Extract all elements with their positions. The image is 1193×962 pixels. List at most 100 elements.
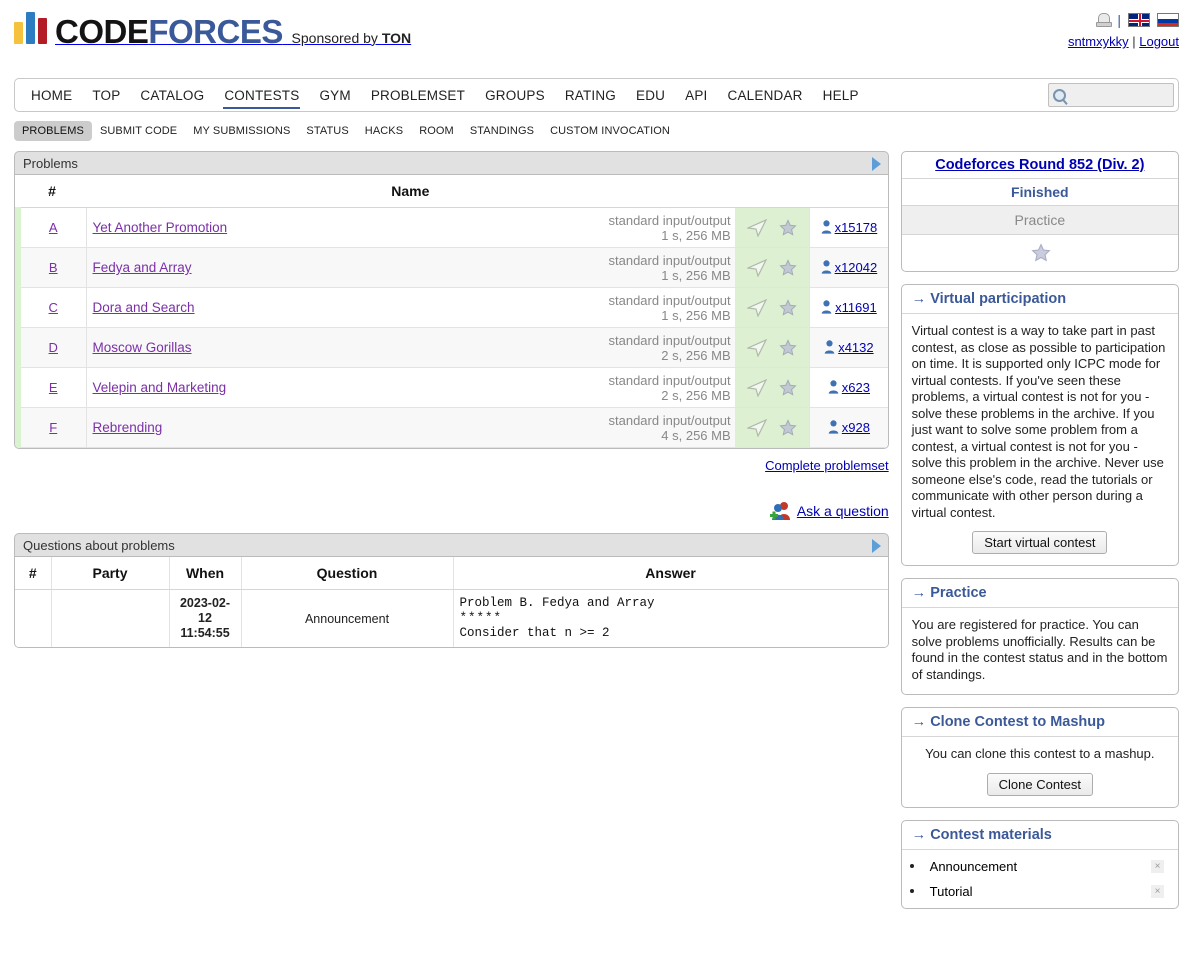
logout-link[interactable]: Logout (1139, 34, 1179, 49)
nav-item-problemset[interactable]: PROBLEMSET (370, 87, 466, 103)
problem-letter-b[interactable]: B (48, 260, 58, 275)
solved-count-a[interactable]: x15178 (834, 220, 878, 235)
virtual-participation-title: Virtual participation (930, 291, 1067, 307)
nav-item-edu[interactable]: EDU (636, 87, 666, 103)
favorite-star-icon[interactable] (779, 298, 797, 317)
problem-letter-a[interactable]: A (48, 220, 58, 235)
start-virtual-contest-button[interactable]: Start virtual contest (972, 531, 1108, 554)
header-when: When (169, 557, 242, 590)
complete-problemset-link[interactable]: Complete problemset (765, 458, 889, 473)
submit-plane-icon[interactable] (745, 298, 768, 318)
solved-count-b[interactable]: x12042 (834, 260, 878, 275)
problem-name-f[interactable]: Rebrending (92, 420, 163, 435)
tab-hacks[interactable]: HACKS (364, 125, 404, 137)
submit-plane-icon[interactable] (745, 258, 768, 278)
main-navigation: HOME TOP CATALOG CONTESTS GYM PROBLEMSET… (14, 78, 1179, 112)
nav-item-contests[interactable]: CONTESTS (214, 79, 309, 112)
problems-table-wrap: # Name A Yet Another Promotion standard … (14, 175, 889, 449)
codeforces-logo[interactable]: CODEFORCES Sponsored by TON (14, 10, 411, 48)
contest-materials-list: Announcement × Tutorial × (902, 850, 1178, 908)
tab-custom-invocation[interactable]: CUSTOM INVOCATION (550, 125, 670, 137)
material-link-tutorial[interactable]: Tutorial (929, 883, 973, 899)
solved-count-c[interactable]: x11691 (835, 300, 877, 315)
problem-letter-d[interactable]: D (48, 340, 58, 355)
russia-flag-icon[interactable] (1157, 13, 1179, 27)
problem-letter-e[interactable]: E (48, 380, 58, 395)
nav-item-calendar[interactable]: CALENDAR (727, 87, 803, 103)
ask-question-link[interactable]: Ask a question (796, 503, 889, 519)
logo-text-forces: FORCES (148, 13, 283, 50)
remove-material-icon[interactable]: × (1151, 859, 1164, 873)
favorite-star-icon[interactable] (779, 378, 797, 397)
problem-letter-f[interactable]: F (49, 420, 58, 435)
problem-limits-b: 1 s, 256 MB (661, 267, 731, 283)
header-icons-blank (734, 175, 810, 208)
practice-text: You are registered for practice. You can… (911, 617, 1168, 682)
contest-favorite-star-icon[interactable] (1031, 243, 1051, 262)
solved-count-d[interactable]: x4132 (838, 340, 874, 355)
problem-limits-f: 4 s, 256 MB (661, 427, 731, 443)
list-item: Announcement × (902, 854, 1178, 879)
problem-letter-c[interactable]: C (48, 300, 58, 315)
solvers-person-icon (821, 260, 832, 274)
favorite-star-icon[interactable] (779, 418, 797, 437)
submit-plane-icon[interactable] (745, 338, 768, 358)
ask-question-row: Ask a question (14, 473, 889, 533)
nav-item-catalog[interactable]: CATALOG (140, 87, 205, 103)
problem-name-c[interactable]: Dora and Search (92, 300, 195, 315)
submit-plane-icon[interactable] (745, 378, 768, 398)
questions-caption: Questions about problems (14, 533, 889, 557)
uk-flag-icon[interactable] (1128, 13, 1150, 27)
practice-header: → Practice (901, 579, 1178, 608)
contest-participation-mode: Practice (901, 206, 1178, 235)
search-input[interactable] (1070, 87, 1170, 103)
remove-material-icon[interactable]: × (1151, 884, 1164, 898)
practice-box: → Practice You are registered for practi… (900, 578, 1179, 695)
problem-name-d[interactable]: Moscow Gorillas (92, 340, 192, 355)
collapse-arrow-icon[interactable] (871, 157, 881, 171)
collapse-arrow-icon[interactable] (871, 539, 881, 553)
problem-name-a[interactable]: Yet Another Promotion (92, 220, 228, 235)
tab-my-submissions[interactable]: MY SUBMISSIONS (193, 125, 291, 137)
favorite-star-icon[interactable] (779, 338, 797, 357)
tab-status[interactable]: STATUS (306, 125, 349, 137)
solvers-person-icon (821, 220, 832, 234)
tab-room[interactable]: ROOM (419, 125, 454, 137)
links-separator: | (1128, 34, 1140, 49)
clone-contest-button[interactable]: Clone Contest (986, 772, 1094, 796)
questions-table: # Party When Question Answer 2023-02-12 … (15, 557, 888, 647)
submit-plane-icon[interactable] (745, 218, 768, 238)
logo-bars-icon (14, 10, 47, 44)
tab-problems[interactable]: PROBLEMS (14, 121, 92, 141)
username-link[interactable]: sntmxykky (1067, 34, 1129, 49)
solved-count-f[interactable]: x928 (841, 420, 870, 435)
page-content: Problems # Name (14, 151, 1179, 921)
problem-limits-d: 2 s, 256 MB (661, 347, 731, 363)
practice-title: Practice (930, 585, 987, 601)
nav-item-api[interactable]: API (685, 87, 708, 103)
arrow-right-icon: → (911, 291, 927, 307)
virtual-participation-header: → Virtual participation (901, 285, 1178, 314)
problem-name-b[interactable]: Fedya and Array (92, 260, 192, 275)
tab-submit-code[interactable]: SUBMIT CODE (99, 125, 178, 137)
header-solved-blank (809, 175, 888, 208)
tab-standings[interactable]: STANDINGS (469, 125, 535, 137)
favorite-star-icon[interactable] (779, 258, 797, 277)
contest-title-link[interactable]: Codeforces Round 852 (Div. 2) (935, 157, 1145, 173)
nav-item-top[interactable]: TOP (92, 87, 121, 103)
questions-caption-label: Questions about problems (23, 538, 175, 553)
problem-name-e[interactable]: Velepin and Marketing (92, 380, 227, 395)
nav-item-rating[interactable]: RATING (564, 87, 617, 103)
solved-count-e[interactable]: x623 (841, 380, 870, 395)
nav-item-groups[interactable]: GROUPS (485, 87, 545, 103)
material-link-announcement[interactable]: Announcement (929, 858, 1018, 874)
submit-plane-icon[interactable] (745, 418, 768, 438)
favorite-star-icon[interactable] (779, 218, 797, 237)
notifications-bell-icon[interactable] (1096, 12, 1113, 28)
nav-item-help[interactable]: HELP (822, 87, 859, 103)
nav-item-gym[interactable]: GYM (319, 87, 351, 103)
search-box[interactable] (1048, 83, 1174, 107)
problems-header-row: # Name (18, 175, 888, 208)
nav-item-home[interactable]: HOME (31, 87, 73, 103)
